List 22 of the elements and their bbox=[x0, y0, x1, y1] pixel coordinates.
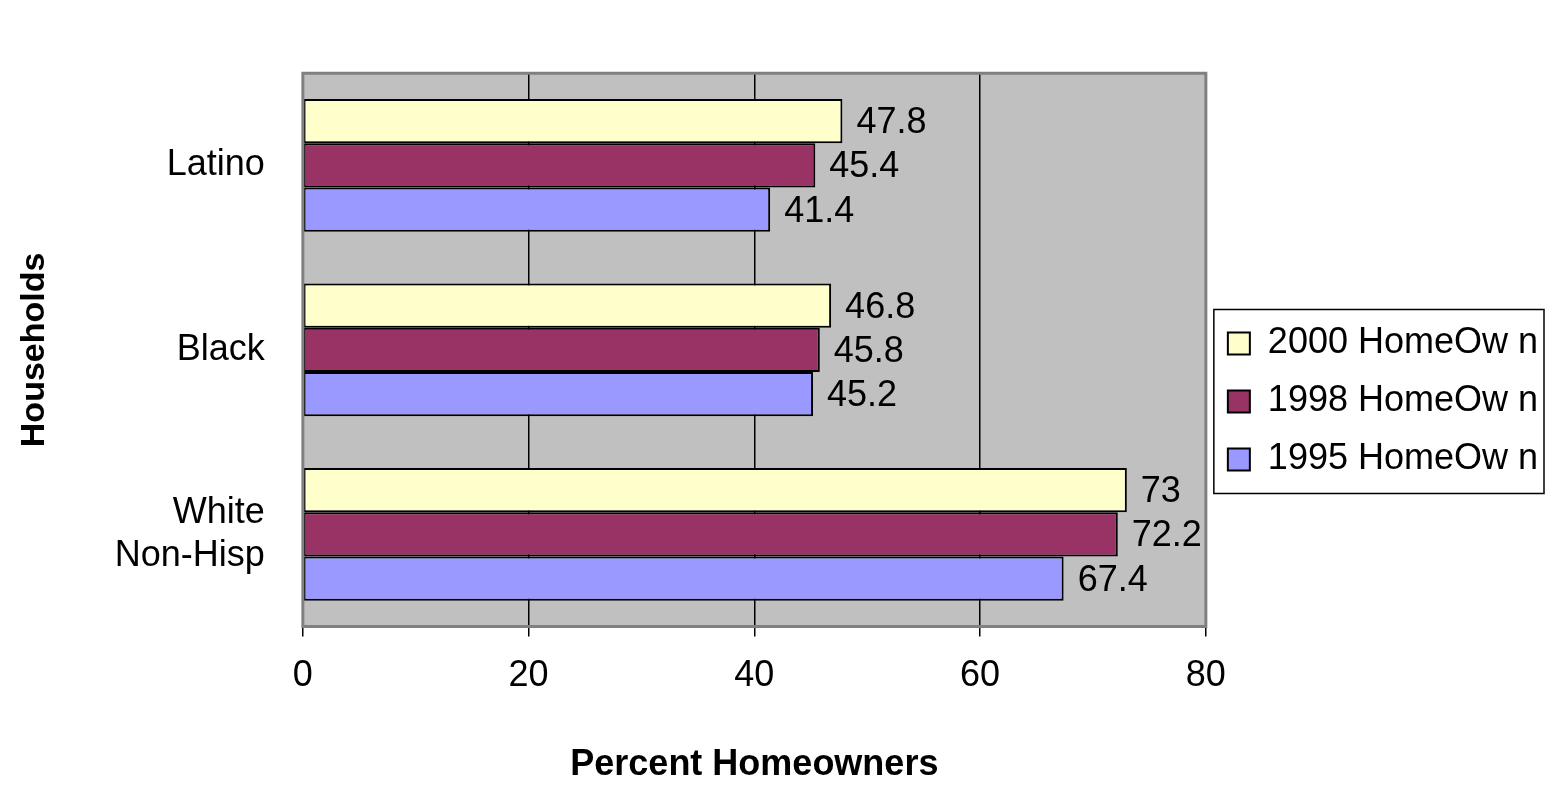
x-tick-label: 40 bbox=[734, 653, 775, 695]
data-label: 45.8 bbox=[833, 328, 904, 370]
y-tick-label: Latino bbox=[166, 142, 265, 184]
legend-label: 1998 HomeOw n bbox=[1267, 378, 1538, 420]
data-label: 45.4 bbox=[829, 144, 900, 186]
x-tick-label: 80 bbox=[1185, 653, 1226, 695]
data-label: 41.4 bbox=[784, 188, 855, 230]
y-axis-title: Households bbox=[12, 252, 51, 448]
data-label: 73 bbox=[1140, 469, 1181, 511]
data-label: 72.2 bbox=[1131, 513, 1202, 555]
legend-label: 2000 HomeOw n bbox=[1267, 320, 1538, 362]
y-tick-label: Black bbox=[176, 326, 266, 368]
data-label: 45.2 bbox=[827, 373, 898, 415]
data-label: 47.8 bbox=[856, 100, 927, 142]
legend-label: 1995 HomeOw n bbox=[1267, 436, 1538, 478]
data-label: 46.8 bbox=[845, 284, 916, 326]
x-tick-label: 20 bbox=[508, 653, 549, 695]
x-axis-title: Percent Homeowners bbox=[570, 742, 939, 784]
x-tick-label: 60 bbox=[960, 653, 1001, 695]
data-label: 67.4 bbox=[1077, 557, 1148, 599]
x-tick-label: 0 bbox=[292, 653, 313, 695]
y-tick-label: White Non-Hisp bbox=[114, 489, 265, 574]
